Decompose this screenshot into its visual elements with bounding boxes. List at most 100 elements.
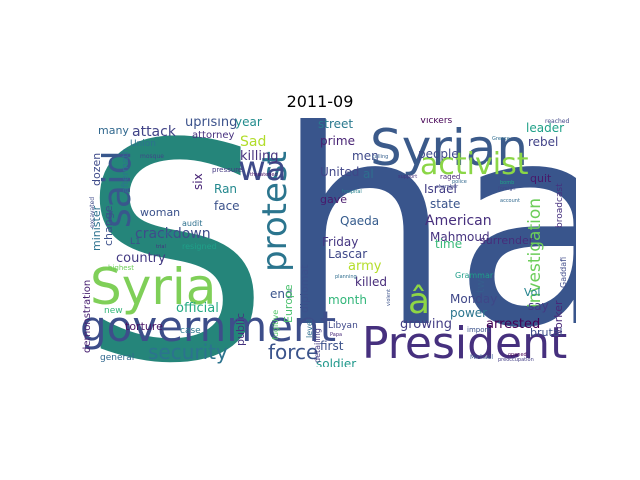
cloud-word: Vickers [420, 118, 453, 126]
cloud-word: crackdown [135, 226, 211, 242]
cloud-word: said [95, 150, 139, 228]
cloud-word: Grammar [455, 271, 494, 280]
cloud-word: Israel [424, 182, 457, 196]
cloud-word: L1 [130, 237, 141, 247]
cloud-word: case [180, 326, 201, 336]
cloud-word: street [318, 118, 353, 131]
cloud-word: six [191, 173, 205, 190]
cloud-word: Libyan [328, 321, 358, 331]
cloud-word: fugitive [271, 310, 280, 340]
cloud-word: killing [240, 149, 278, 164]
cloud-word: account [500, 198, 520, 204]
cloud-word: official [176, 301, 219, 316]
cloud-word: â [408, 281, 430, 322]
cloud-word: calling [372, 154, 388, 160]
cloud-word: reached [545, 118, 569, 125]
cloud-word: Greece [492, 136, 510, 142]
cloud-word: Vol [524, 286, 540, 299]
cloud-word: power [450, 306, 487, 320]
cloud-word: general [100, 353, 134, 363]
cloud-word: first [320, 339, 344, 353]
cloud-word: state [430, 197, 460, 211]
cloud-word: investigation [525, 198, 545, 308]
cloud-word: uprising [185, 118, 237, 130]
cloud-word: Papa [330, 332, 342, 338]
cloud-word: ha [275, 118, 576, 367]
cloud-word: Ran [214, 182, 237, 196]
cloud-word: chamber [436, 184, 459, 190]
cloud-word: force [268, 340, 318, 364]
cloud-word: Syrian [370, 119, 528, 177]
cloud-word: resigned [182, 242, 217, 251]
cloud-word: face [214, 199, 240, 213]
cloud-word: brutal [530, 326, 563, 339]
cloud-word: Syria [90, 258, 216, 316]
cloud-word: arrested [486, 317, 540, 332]
cloud-word: bomb [500, 180, 514, 186]
cloud-word: broadcast [555, 183, 565, 228]
cloud-word: audit [182, 219, 202, 228]
chart-title: 2011-09 [286, 92, 354, 111]
cloud-word: Gaddafi [559, 257, 568, 288]
cloud-word: import [467, 326, 490, 334]
cloud-word: Lascar [328, 247, 367, 261]
cloud-word: Qaeda [340, 214, 379, 228]
cloud-word: new [104, 306, 123, 316]
cloud-word: activist [420, 147, 529, 182]
cloud-word: planning [335, 274, 357, 280]
cloud-word: Lebanon [156, 231, 177, 237]
cloud-word: mosque [140, 153, 164, 160]
cloud-word: S [80, 118, 270, 367]
cloud-word: Union [130, 139, 156, 149]
cloud-word: attack [132, 124, 177, 140]
cloud-word: demonstration [82, 280, 93, 353]
cloud-word: attorney [192, 130, 235, 141]
cloud-word: time [435, 237, 462, 251]
cloud-word: opened [508, 352, 527, 358]
cloud-word: leader [526, 121, 564, 135]
cloud-word: security [148, 340, 228, 364]
cloud-word: Mahmoud [430, 230, 490, 244]
cloud-word: people [418, 147, 459, 161]
cloud-word: hospital [342, 189, 362, 195]
cloud-word: threatened [250, 172, 278, 178]
cloud-word: Sad [240, 134, 266, 150]
cloud-word: worker [552, 300, 565, 338]
cloud-word: United [320, 165, 359, 179]
cloud-word: month [328, 293, 367, 307]
cloud-word: killed [355, 275, 387, 289]
cloud-word: soldier [316, 357, 356, 367]
cloud-word: al [363, 167, 374, 181]
cloud-word: Friday [322, 235, 358, 249]
cloud-word: army [348, 259, 382, 274]
cloud-word: end [270, 287, 293, 301]
cloud-word: say [528, 299, 549, 313]
cloud-word: violent [386, 289, 392, 306]
cloud-word: Michael [470, 354, 493, 361]
cloud-word: protest [255, 151, 295, 272]
cloud-word: surrender [480, 234, 534, 247]
cloud-word: trial [156, 244, 166, 250]
cloud-word: Monday [450, 292, 497, 306]
cloud-word: American [425, 213, 492, 229]
cloud-word: prime [320, 134, 355, 148]
cloud-word: preoccupation [498, 357, 534, 363]
cloud-word: excavated [89, 197, 96, 228]
cloud-word: country [116, 251, 166, 266]
cloud-word: support [398, 174, 417, 180]
cloud-word: gave [320, 193, 347, 206]
cloud-word: dozen [90, 153, 103, 186]
cloud-word: diplomat [298, 264, 311, 313]
cloud-word: wa [238, 149, 287, 189]
cloud-word: growing [400, 317, 452, 332]
cloud-word: President [362, 318, 567, 367]
cloud-word: rebel [528, 135, 558, 149]
cloud-word: public [234, 313, 247, 346]
cloud-word: many [98, 124, 129, 137]
cloud-word: police [452, 179, 467, 185]
cloud-word: Europe [282, 284, 295, 323]
cloud-word: detailing [313, 328, 322, 363]
cloud-word: men [352, 149, 379, 163]
